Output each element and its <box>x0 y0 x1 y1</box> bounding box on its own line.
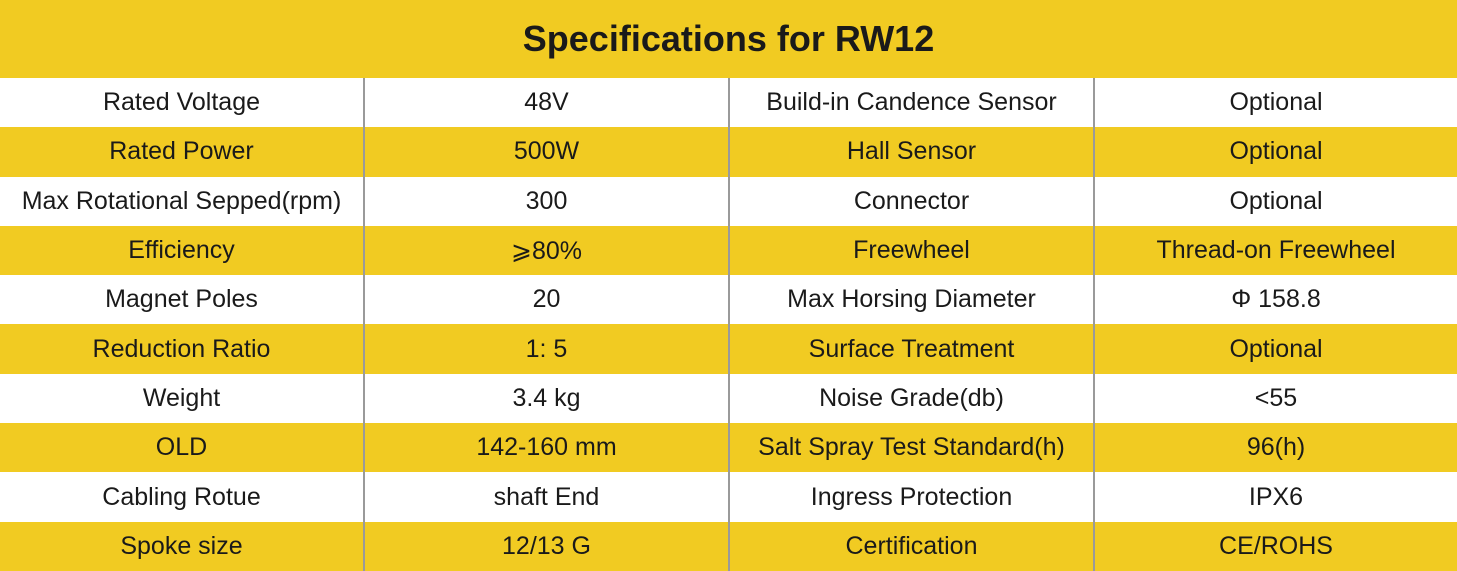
spec-value-cell: 12/13 G <box>363 521 729 571</box>
spec-value-cell: 48V <box>363 78 729 128</box>
spec-name-cell: Noise Grade(db) <box>728 373 1094 424</box>
spec-name-cell: Connector <box>728 176 1094 226</box>
spec-value-cell: IPX6 <box>1093 472 1457 522</box>
spec-name-cell: Ingress Protection <box>728 472 1094 522</box>
spec-name-cell: Spoke size <box>0 521 364 571</box>
table-row: Cabling Rotue shaft End Ingress Protection… <box>0 472 1457 522</box>
spec-name-cell: Max Rotational Sepped(rpm) <box>0 176 364 226</box>
table-row: Max Rotational Sepped(rpm) 300 Connector Op… <box>0 176 1457 226</box>
spec-value-cell: CE/ROHS <box>1093 521 1457 571</box>
spec-value-cell: 3.4 kg <box>363 373 729 424</box>
spec-value-cell: Optional <box>1093 127 1457 177</box>
table-row: Rated Power 500W Hall Sensor Optional <box>0 127 1457 177</box>
table-row: OLD 142-160 mm Salt Spray Test Standard(h)… <box>0 423 1457 473</box>
spec-value-cell: Φ 158.8 <box>1093 275 1457 325</box>
spec-value-cell: ⩾80% <box>363 225 729 276</box>
spec-name-cell: OLD <box>0 423 364 473</box>
table-row: Reduction Ratio 1: 5 Surface Treatment Opti… <box>0 324 1457 374</box>
spec-value-cell: 300 <box>363 176 729 226</box>
spec-name-cell: Certification <box>728 521 1094 571</box>
spec-value-cell: Optional <box>1093 324 1457 374</box>
spec-value-cell: Thread-on Freewheel <box>1093 225 1457 276</box>
table-row: Rated Voltage 48V Build-in Candence Sensor… <box>0 78 1457 128</box>
spec-value-cell: 142-160 mm <box>363 423 729 473</box>
table-row: Efficiency ⩾80% Freewheel Thread-on Freewhe… <box>0 225 1457 276</box>
spec-value-cell: 500W <box>363 127 729 177</box>
spec-name-cell: Rated Voltage <box>0 78 364 128</box>
spec-name-cell: Build-in Candence Sensor <box>728 78 1094 128</box>
spec-value-cell: Optional <box>1093 78 1457 128</box>
table-row: Weight 3.4 kg Noise Grade(db) <55 <box>0 373 1457 424</box>
table-row: Spoke size 12/13 G Certification CE/ROHS <box>0 521 1457 571</box>
spec-table: Rated Voltage 48V Build-in Candence Sensor… <box>0 78 1457 571</box>
spec-name-cell: Hall Sensor <box>728 127 1094 177</box>
spec-name-cell: Max Horsing Diameter <box>728 275 1094 325</box>
spec-name-cell: Weight <box>0 373 364 424</box>
spec-name-cell: Freewheel <box>728 225 1094 276</box>
spec-name-cell: Salt Spray Test Standard(h) <box>728 423 1094 473</box>
spec-value-cell: 20 <box>363 275 729 325</box>
spec-value-cell: 1: 5 <box>363 324 729 374</box>
spec-name-cell: Reduction Ratio <box>0 324 364 374</box>
spec-name-cell: Rated Power <box>0 127 364 177</box>
page-title: Specifications for RW12 <box>0 0 1457 78</box>
spec-name-cell: Cabling Rotue <box>0 472 364 522</box>
table-row: Magnet Poles 20 Max Horsing Diameter Φ 158.… <box>0 275 1457 325</box>
spec-name-cell: Surface Treatment <box>728 324 1094 374</box>
spec-value-cell: shaft End <box>363 472 729 522</box>
spec-value-cell: Optional <box>1093 176 1457 226</box>
spec-value-cell: <55 <box>1093 373 1457 424</box>
spec-value-cell: 96(h) <box>1093 423 1457 473</box>
spec-name-cell: Magnet Poles <box>0 275 364 325</box>
spec-name-cell: Efficiency <box>0 225 364 276</box>
